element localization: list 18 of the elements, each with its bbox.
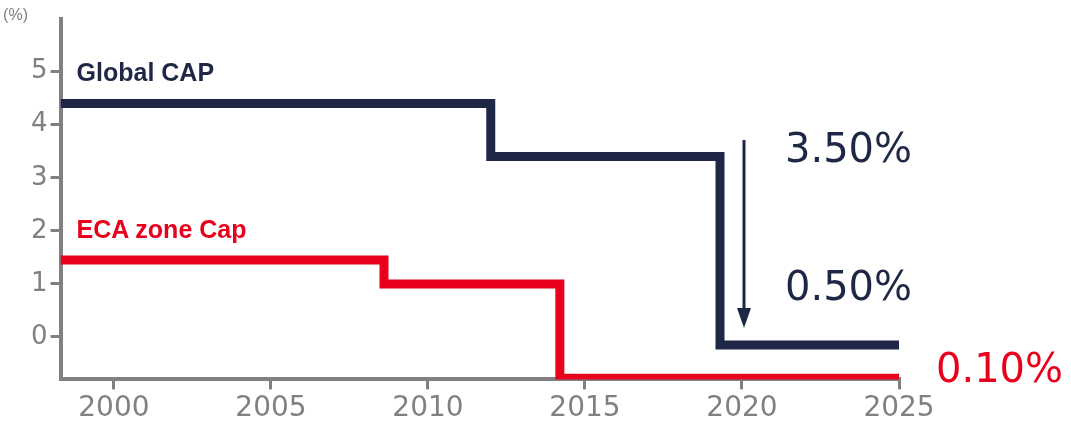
y-axis-title: (%)	[3, 6, 28, 24]
x-tick-label: 2015	[549, 390, 621, 424]
x-tick-label: 2010	[392, 390, 464, 424]
series-label: Global CAP	[76, 58, 215, 87]
y-tick-label: 0	[31, 319, 48, 350]
x-tick-label: 2005	[235, 390, 307, 424]
annotation: 3.50%	[785, 125, 913, 172]
y-tick-label: 1	[31, 266, 48, 297]
x-tick-label: 2020	[706, 390, 778, 424]
y-tick-label: 3	[31, 160, 48, 191]
y-tick-label: 4	[31, 107, 48, 138]
series-label: ECA zone Cap	[76, 215, 247, 244]
y-tick-label: 5	[31, 54, 48, 85]
text: 0.10%	[936, 345, 1064, 392]
annotation: 0.50%	[785, 263, 913, 310]
y-tick-label: 2	[31, 213, 48, 244]
x-tick-label: 2025	[863, 390, 935, 424]
x-tick-label: 2000	[78, 390, 150, 424]
